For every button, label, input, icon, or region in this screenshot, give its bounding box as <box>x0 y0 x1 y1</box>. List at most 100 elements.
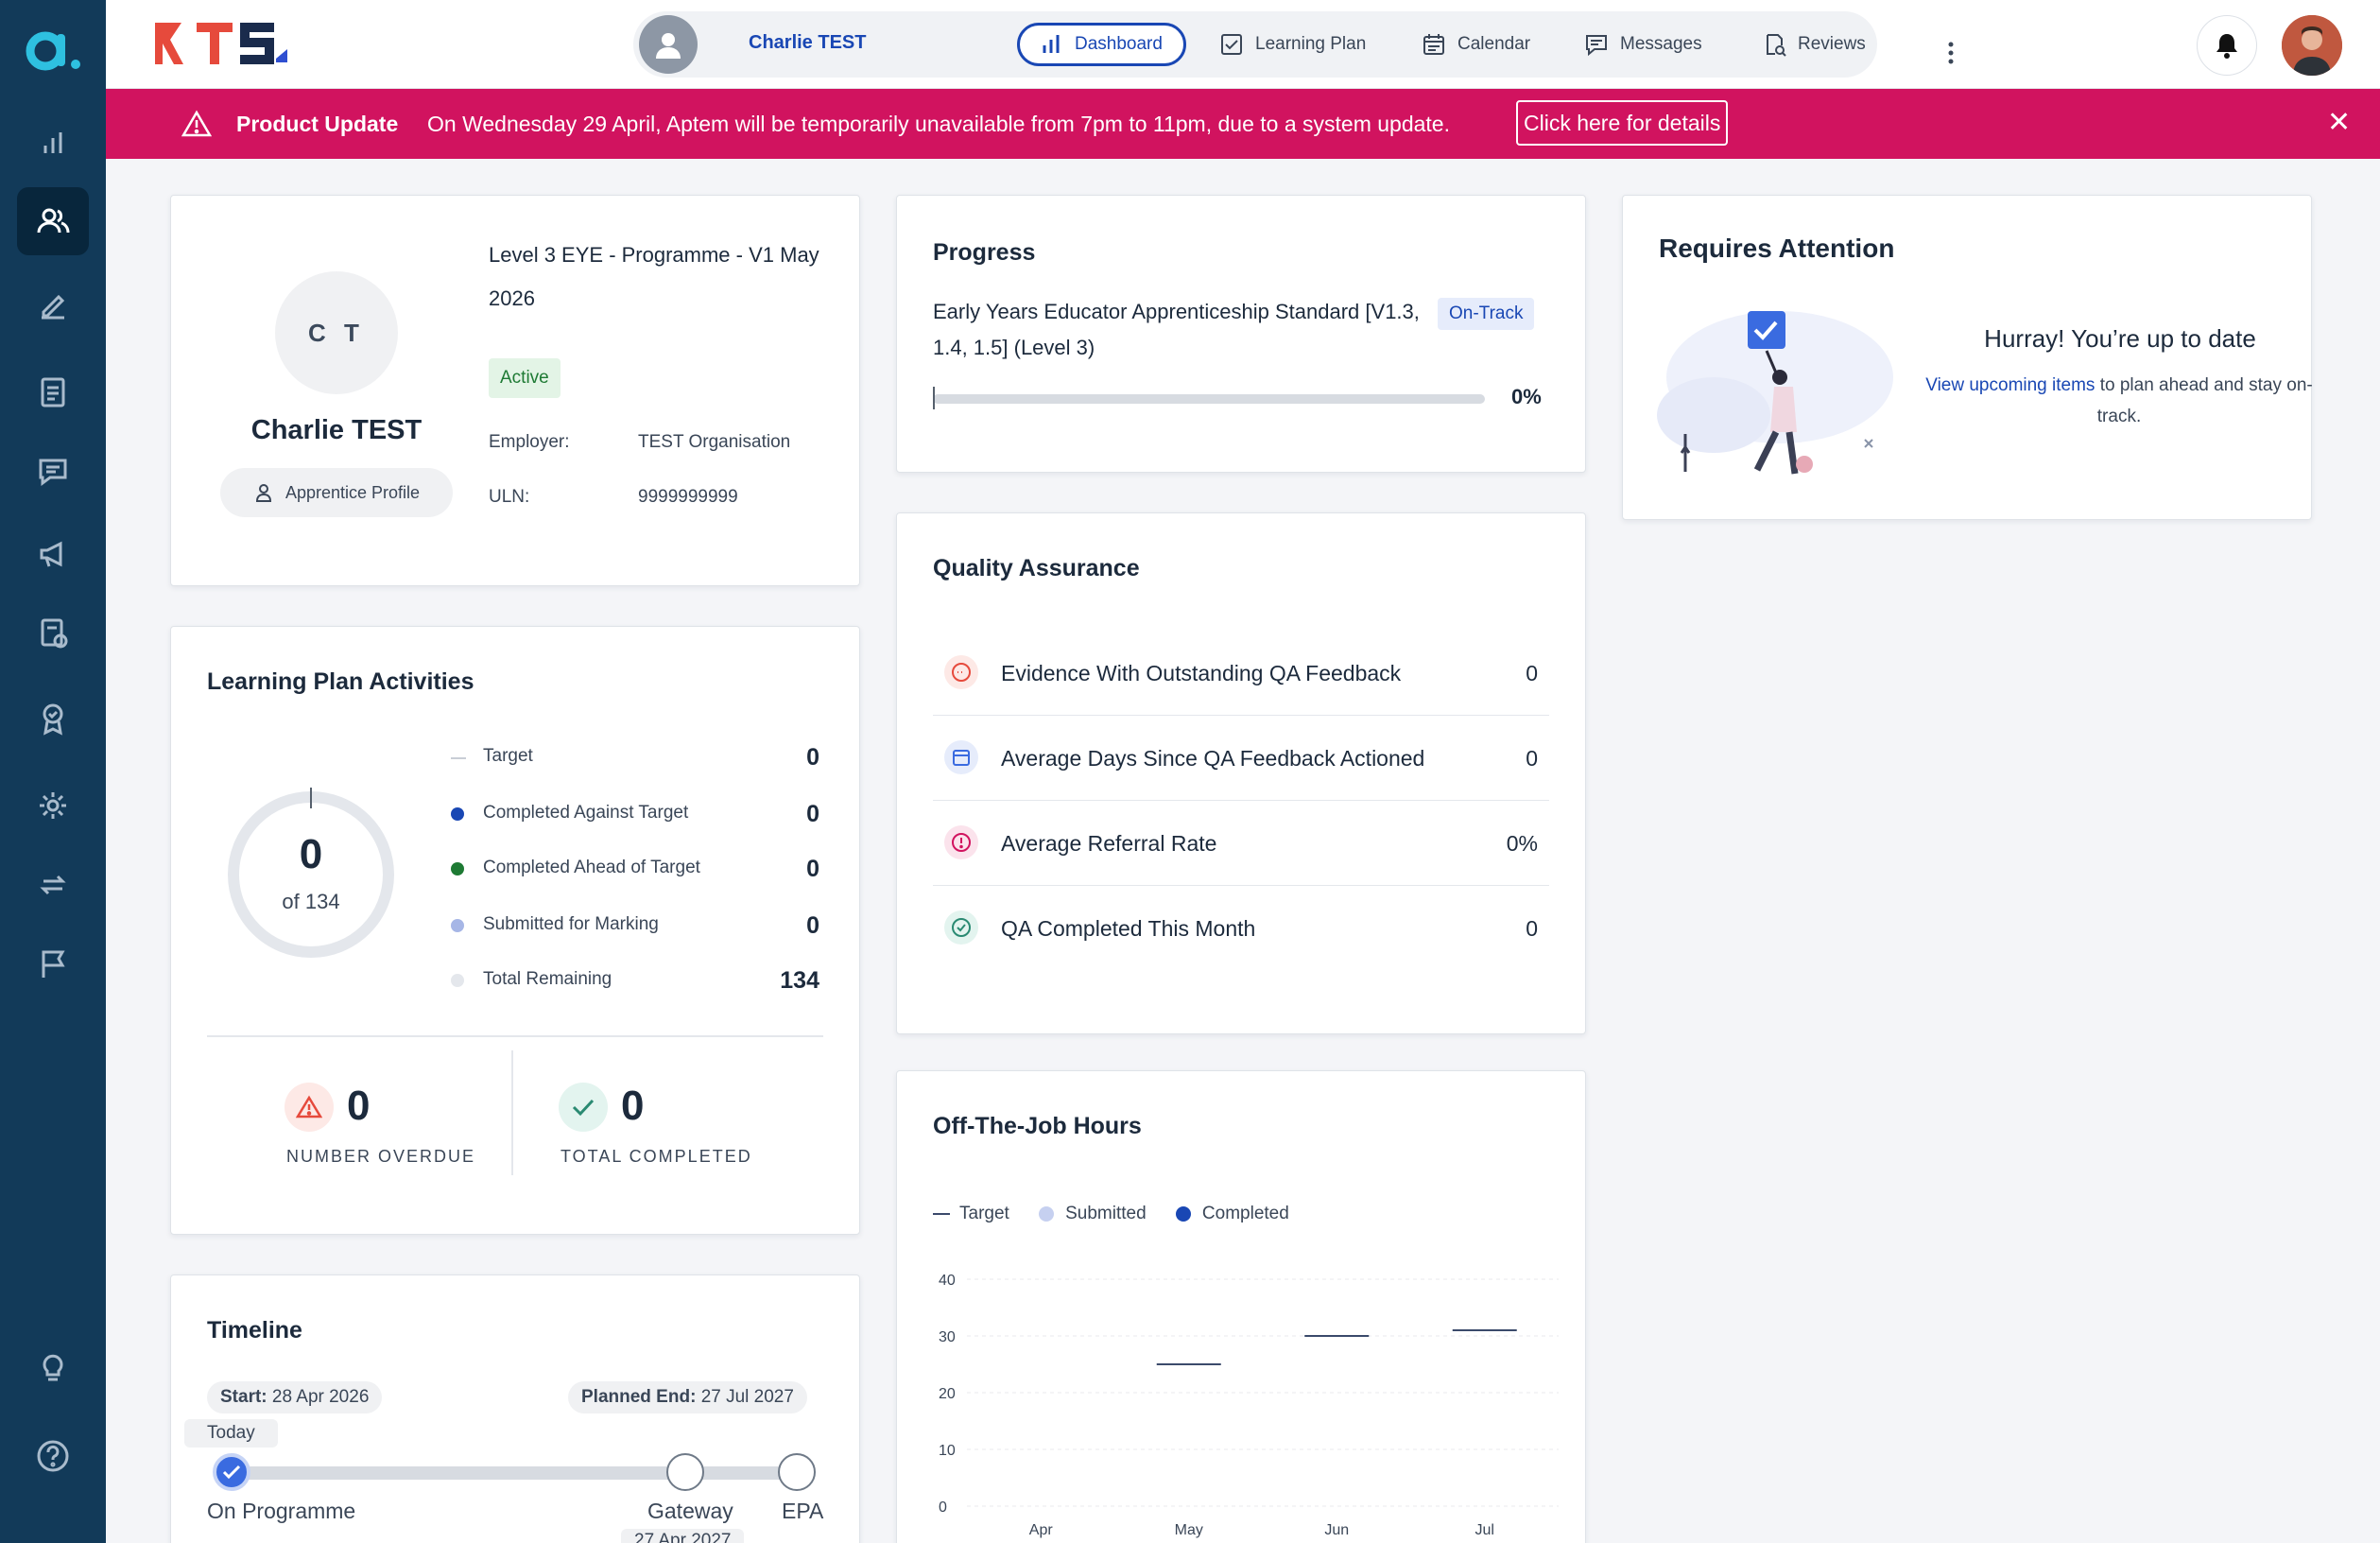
sidebar-clipboard-icon[interactable] <box>17 357 89 425</box>
requires-attention-card: Requires Attention Hurray! You’re up to … <box>1622 195 2313 520</box>
more-vertical-icon[interactable] <box>1947 42 1955 64</box>
node-epa[interactable] <box>778 1453 816 1491</box>
legend-value: 134 <box>780 967 819 994</box>
qa-row-average-days[interactable]: Average Days Since QA Feedback Actioned … <box>933 716 1549 801</box>
sidebar-lightbulb-icon[interactable] <box>17 1333 89 1401</box>
node-on-programme-check-icon[interactable] <box>213 1453 250 1491</box>
sidebar-reports-icon[interactable] <box>17 110 89 178</box>
bar-chart-icon <box>1043 35 1060 53</box>
apprentice-profile-button[interactable]: Apprentice Profile <box>220 468 453 517</box>
qa-row-value: 0 <box>1526 746 1538 771</box>
legend-value: 0 <box>806 744 819 771</box>
learner-avatar-icon[interactable] <box>639 15 698 74</box>
notifications-bell-icon[interactable] <box>2197 15 2257 76</box>
learning-plan-card: Learning Plan Activities 0 of 134 Target… <box>170 626 860 1235</box>
sidebar-help-icon[interactable] <box>17 1422 89 1490</box>
start-value: 28 Apr 2026 <box>271 1387 370 1407</box>
sidebar-announcements-icon[interactable] <box>17 520 89 588</box>
sidebar-badges-icon[interactable] <box>17 685 89 753</box>
learner-nav: Charlie TEST Dashboard Learning Plan Cal… <box>633 11 1954 78</box>
brand-logo[interactable] <box>149 15 291 72</box>
qa-row-outstanding-feedback[interactable]: Evidence With Outstanding QA Feedback 0 <box>933 631 1549 716</box>
node-gateway[interactable] <box>666 1453 704 1491</box>
up-to-date-rest: to plan ahead and stay on-track. <box>2095 375 2313 426</box>
calendar-icon <box>1423 34 1444 55</box>
progress-card: Progress Early Years Educator Apprentice… <box>896 195 1586 473</box>
end-label: Planned End: <box>581 1387 697 1407</box>
completed-value: 0 <box>621 1083 645 1129</box>
tab-label: Dashboard <box>1075 34 1163 54</box>
x-tick-label: May <box>1175 1522 1203 1538</box>
up-to-date-illustration <box>1657 311 1893 475</box>
otj-chart: 40 30 20 10 0 Apr May Jun Jul <box>939 1273 1559 1538</box>
user-avatar[interactable] <box>2282 15 2342 76</box>
y-tick-label: 40 <box>939 1273 956 1289</box>
product-update-banner: Product Update On Wednesday 29 April, Ap… <box>106 89 2380 159</box>
tab-learning-plan[interactable]: Learning Plan <box>1219 23 1366 66</box>
legend-dot <box>451 919 464 932</box>
sidebar-messages-icon[interactable] <box>17 437 89 505</box>
sidebar-sync-icon[interactable] <box>17 851 89 919</box>
legend-completed: Completed <box>1201 1204 1289 1223</box>
today-marker: Today <box>184 1419 278 1448</box>
quality-assurance-card: Quality Assurance Evidence With Outstand… <box>896 512 1586 1034</box>
learner-name[interactable]: Charlie TEST <box>749 32 867 53</box>
end-value: 27 Jul 2027 <box>700 1387 794 1407</box>
review-icon <box>1767 34 1786 57</box>
progress-bar <box>933 394 1485 404</box>
sidebar-flag-icon[interactable] <box>17 930 89 998</box>
tab-dashboard[interactable]: Dashboard <box>1017 23 1186 66</box>
attention-title: Requires Attention <box>1659 234 1895 263</box>
banner-details-button[interactable]: Click here for details <box>1516 100 1729 146</box>
gateway-date: 27 Apr 2027 <box>621 1529 745 1543</box>
on-track-badge: On-Track <box>1438 298 1535 330</box>
sidebar <box>0 0 106 1543</box>
sidebar-settings-icon[interactable] <box>17 772 89 840</box>
sidebar-tasks-icon[interactable] <box>17 599 89 667</box>
legend-submitted: Submitted for Marking 0 <box>451 912 819 941</box>
tab-reviews[interactable]: Reviews <box>1762 23 1866 66</box>
qa-row-label: Average Referral Rate <box>1001 831 1217 856</box>
legend-target: Target 0 <box>451 744 819 772</box>
up-to-date-text: View upcoming items to plan ahead and st… <box>1916 370 2322 432</box>
qa-row-value: 0 <box>1526 916 1538 941</box>
legend-label: Submitted for Marking <box>483 914 659 934</box>
tab-calendar[interactable]: Calendar <box>1422 23 1530 66</box>
legend-value: 0 <box>806 801 819 827</box>
employer-label: Employer: <box>489 432 570 452</box>
progress-percent: 0% <box>1511 385 1542 408</box>
programme-name[interactable]: Level 3 EYE - Programme - V1 May 2026 <box>489 243 819 310</box>
qa-row-completed-this-month[interactable]: QA Completed This Month 0 <box>933 886 1549 971</box>
learner-name-heading: Charlie TEST <box>250 415 423 445</box>
view-upcoming-link[interactable]: View upcoming items <box>1925 375 2095 395</box>
standard-name[interactable]: Early Years Educator Apprenticeship Stan… <box>933 300 1420 359</box>
banner-message: On Wednesday 29 April, Aptem will be tem… <box>427 112 1450 136</box>
banner-close-icon[interactable]: ✕ <box>2327 107 2352 138</box>
sidebar-assess-icon[interactable] <box>17 270 89 338</box>
feedback-icon <box>944 655 978 689</box>
completed-label: TOTAL COMPLETED <box>561 1147 752 1166</box>
node-label-epa: EPA <box>782 1499 824 1523</box>
legend-label: Total Remaining <box>483 969 612 989</box>
legend-completed-against-target: Completed Against Target 0 <box>451 801 819 829</box>
legend-label: Completed Against Target <box>483 803 689 823</box>
tab-label: Learning Plan <box>1255 34 1367 54</box>
tab-messages[interactable]: Messages <box>1584 23 1702 66</box>
divider <box>511 1050 513 1175</box>
y-tick-label: 20 <box>939 1386 956 1402</box>
qa-row-referral-rate[interactable]: Average Referral Rate 0% <box>933 801 1549 886</box>
tab-label: Reviews <box>1798 34 1866 54</box>
sidebar-learners-icon[interactable] <box>17 187 89 255</box>
aptem-logo[interactable] <box>23 23 83 76</box>
timeline-start: Start: 28 Apr 2026 <box>207 1381 383 1413</box>
legend-submitted: Submitted <box>1065 1204 1147 1223</box>
qa-row-label: Average Days Since QA Feedback Actioned <box>1001 746 1425 771</box>
status-badge: Active <box>489 358 561 398</box>
tab-label: Calendar <box>1457 34 1531 54</box>
donut-center-value: 0 <box>299 831 323 877</box>
legend-label: Target <box>483 746 533 766</box>
warning-icon <box>181 110 212 137</box>
y-tick-label: 30 <box>939 1329 956 1345</box>
timeline-end: Planned End: 27 Jul 2027 <box>568 1381 807 1413</box>
legend-dot <box>451 974 464 987</box>
